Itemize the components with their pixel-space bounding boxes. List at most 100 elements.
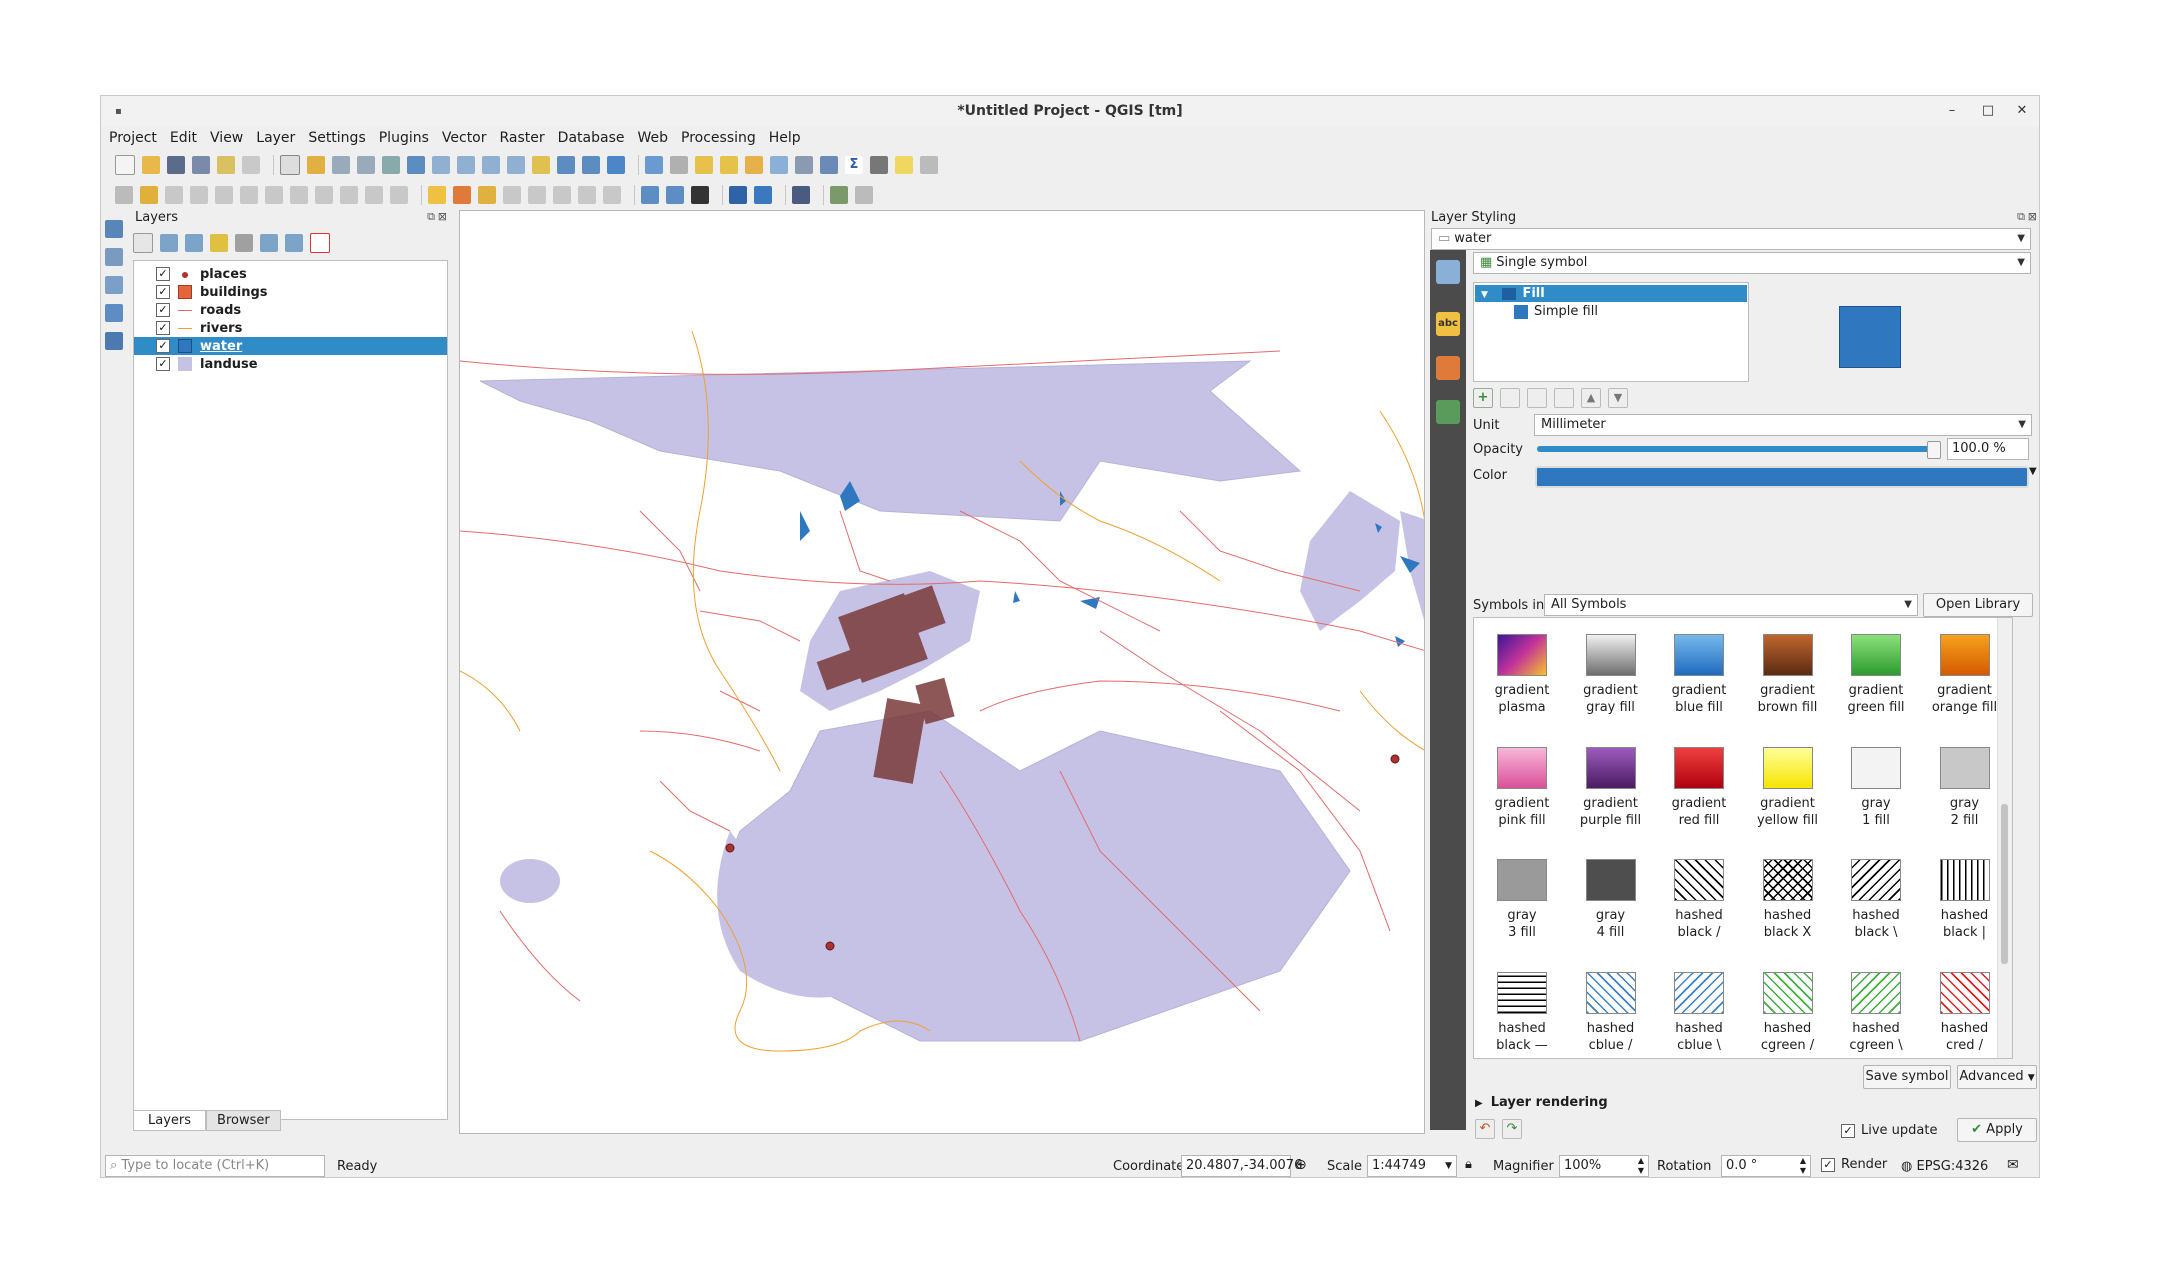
expand-arrow-icon[interactable]: ▶ — [1475, 1098, 1483, 1109]
remove-layer-icon[interactable] — [310, 233, 330, 253]
history-tab-icon[interactable] — [1436, 400, 1460, 424]
renderer-combo[interactable]: ▦ Single symbol ▼ — [1473, 252, 2031, 274]
symbol-item[interactable]: gradient orange fill — [1921, 634, 2009, 716]
filter-legend-icon[interactable] — [210, 234, 228, 252]
coordinate-field[interactable]: 20.4807,-34.0076 — [1181, 1155, 1302, 1177]
magnifier-spinbox[interactable]: 100% ▲ ▼ — [1559, 1155, 1649, 1177]
symbol-item[interactable]: gray 2 fill — [1921, 746, 2009, 829]
show-hide-labels-icon[interactable] — [603, 186, 621, 204]
spin-arrows-icon[interactable]: ▲ ▼ — [1637, 1156, 1644, 1175]
move-label-icon[interactable] — [528, 186, 546, 204]
symbol-item[interactable]: gradient blue fill — [1655, 634, 1743, 716]
layer-diagram-icon[interactable] — [453, 186, 471, 204]
add-feature-icon[interactable] — [190, 186, 208, 204]
close-button[interactable]: ✕ — [2016, 103, 2028, 118]
lock-color-icon[interactable] — [1527, 388, 1547, 408]
zoom-last-icon[interactable] — [507, 156, 525, 174]
identify-icon[interactable] — [645, 156, 663, 174]
color-button[interactable] — [1535, 466, 2029, 488]
move-up-icon[interactable]: ▲ — [1581, 388, 1601, 408]
symbols-scrollbar[interactable] — [1997, 618, 2012, 1058]
metasearch-icon[interactable] — [641, 186, 659, 204]
copy-features-icon[interactable] — [315, 186, 333, 204]
map-tips-icon[interactable] — [895, 156, 913, 174]
opacity-slider-handle[interactable] — [1927, 441, 1941, 459]
attribute-table-icon[interactable] — [770, 156, 788, 174]
panel-float-icon[interactable]: ⧉ — [2017, 210, 2025, 223]
menu-plugins[interactable]: Plugins — [378, 130, 429, 146]
symbol-item[interactable]: gradient gray fill — [1567, 634, 1655, 716]
toggle-editing-icon[interactable] — [140, 186, 158, 204]
layer-visibility-checkbox[interactable]: ✓ — [156, 303, 170, 317]
symbol-item[interactable]: hashed black | — [1921, 859, 2009, 941]
undo-style-icon[interactable]: ↶ — [1475, 1119, 1495, 1139]
layer-row-landuse[interactable]: ✓ landuse — [134, 355, 447, 373]
menu-web[interactable]: Web — [637, 130, 669, 146]
new-project-icon[interactable] — [115, 155, 135, 175]
layer-row-rivers[interactable]: ✓ rivers — [134, 319, 447, 337]
advanced-button[interactable]: Advanced ▼ — [1957, 1065, 2037, 1089]
layer-visibility-checkbox[interactable]: ✓ — [156, 267, 170, 281]
rotation-spinbox[interactable]: 0.0 ° ▲ ▼ — [1721, 1155, 1811, 1177]
app-menu-icon[interactable]: ▪ — [115, 105, 122, 117]
panel-close-icon[interactable]: ⊠ — [2027, 210, 2037, 223]
collapse-all-icon[interactable] — [285, 234, 303, 252]
menu-edit[interactable]: Edit — [169, 130, 198, 146]
unit-combo[interactable]: Millimeter ▼ — [1534, 414, 2032, 436]
vertex-tool-icon[interactable] — [215, 186, 233, 204]
crs-button[interactable]: ◍ EPSG:4326 — [1901, 1159, 1988, 1174]
filter-expression-icon[interactable] — [235, 234, 253, 252]
symbol-item[interactable]: hashed cblue / — [1567, 971, 1655, 1054]
layer-visibility-checkbox[interactable]: ✓ — [156, 339, 170, 353]
symbol-item[interactable]: gradient brown fill — [1744, 634, 1832, 716]
symbol-item[interactable]: hashed cgreen / — [1744, 971, 1832, 1054]
zoom-in-icon[interactable] — [332, 156, 350, 174]
save-project-icon[interactable] — [167, 156, 185, 174]
symbol-item[interactable]: gradient yellow fill — [1744, 746, 1832, 829]
cut-features-icon[interactable] — [290, 186, 308, 204]
symbols-in-combo[interactable]: All Symbols ▼ — [1544, 594, 1918, 616]
add-raster-layer-icon[interactable] — [105, 276, 123, 294]
duplicate-layer-icon[interactable] — [1554, 388, 1574, 408]
symbol-item[interactable]: gray 4 fill — [1567, 859, 1655, 941]
bookmark-icon[interactable] — [582, 156, 600, 174]
documentation-icon[interactable] — [792, 186, 810, 204]
current-edits-icon[interactable] — [115, 186, 133, 204]
symbol-item[interactable]: hashed black X — [1744, 859, 1832, 941]
symbol-item[interactable]: hashed cgreen \ — [1832, 971, 1920, 1054]
add-group-icon[interactable] — [160, 234, 178, 252]
layer-combo[interactable]: ▭ water ▼ — [1431, 228, 2031, 250]
run-action-icon[interactable] — [670, 156, 688, 174]
layer-row-buildings[interactable]: ✓ buildings — [134, 283, 447, 301]
symbol-item[interactable]: gradient red fill — [1655, 746, 1743, 829]
layer-visibility-checkbox[interactable]: ✓ — [156, 321, 170, 335]
delete-selected-icon[interactable] — [265, 186, 283, 204]
new-print-layout-icon[interactable] — [217, 156, 235, 174]
menu-layer[interactable]: Layer — [256, 130, 296, 146]
open-library-button[interactable]: Open Library — [1923, 593, 2033, 617]
apply-button[interactable]: ✔ Apply — [1957, 1118, 2037, 1142]
diagrams-tab-icon[interactable] — [1436, 356, 1460, 380]
color-menu-arrow-icon[interactable]: ▼ — [2029, 466, 2037, 477]
opacity-slider-track[interactable] — [1537, 441, 1941, 459]
redo-icon[interactable] — [390, 186, 408, 204]
zoom-next-icon[interactable] — [532, 156, 550, 174]
zoom-to-selection-icon[interactable] — [432, 156, 450, 174]
menu-raster[interactable]: Raster — [499, 130, 545, 146]
manage-themes-icon[interactable] — [185, 234, 203, 252]
labels-tab-icon[interactable]: abc — [1436, 312, 1460, 336]
remove-symbol-layer-icon[interactable] — [1500, 388, 1520, 408]
add-wms-layer-icon[interactable] — [105, 304, 123, 322]
symbol-item[interactable]: gradient green fill — [1832, 634, 1920, 716]
toggle-extents-icon[interactable]: ⊕ — [1295, 1157, 1307, 1173]
panel-close-icon[interactable]: ⊠ — [437, 210, 447, 223]
symbol-item[interactable]: gradient plasma — [1478, 634, 1566, 716]
lock-scale-icon[interactable]: 🔒︎ — [1465, 1157, 1472, 1172]
plugin-reloader-icon[interactable] — [754, 186, 772, 204]
layer-visibility-checkbox[interactable]: ✓ — [156, 285, 170, 299]
layout-manager-icon[interactable] — [242, 156, 260, 174]
pan-to-selection-icon[interactable] — [307, 156, 325, 174]
zoom-out-icon[interactable] — [357, 156, 375, 174]
save-as-icon[interactable] — [192, 156, 210, 174]
opacity-spinbox[interactable]: 100.0 % — [1947, 438, 2029, 460]
